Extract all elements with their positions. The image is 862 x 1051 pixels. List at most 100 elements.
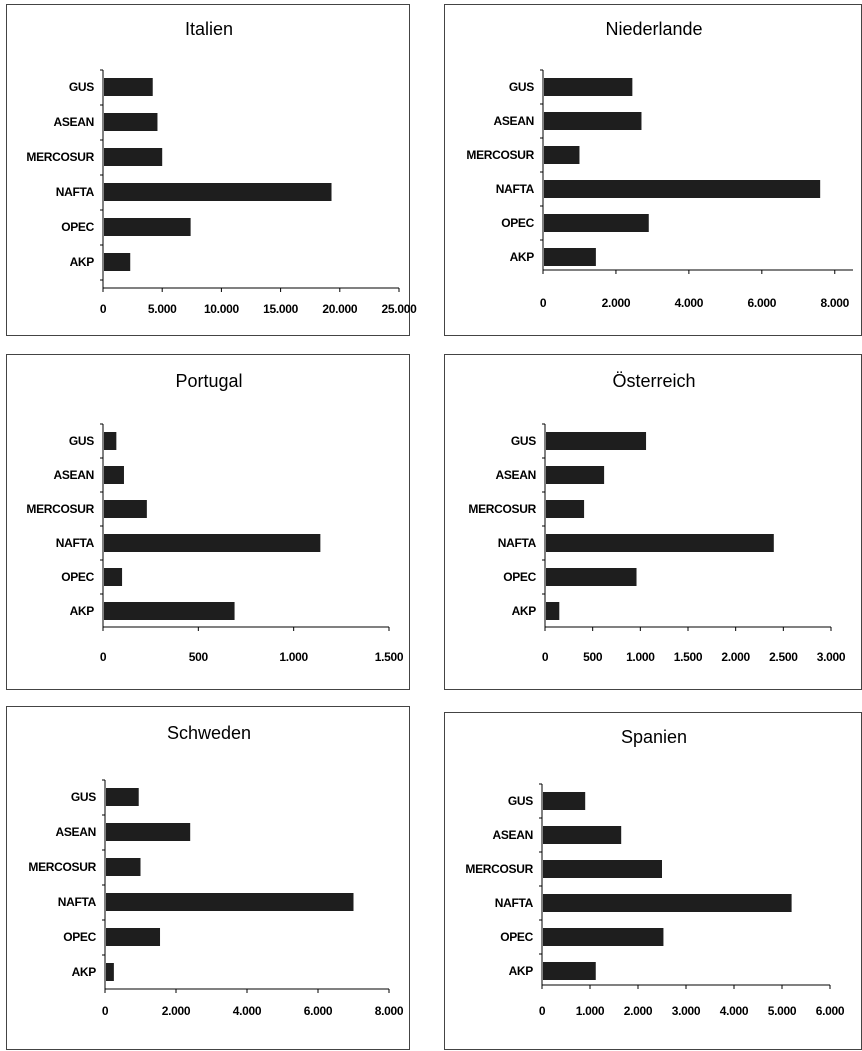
bar-akp bbox=[543, 962, 596, 980]
category-label: ASEAN bbox=[495, 468, 536, 482]
category-label: AKP bbox=[72, 965, 97, 979]
x-tick-label: 2.000 bbox=[162, 1004, 191, 1018]
bar-asean bbox=[546, 466, 605, 484]
bar-nafta bbox=[543, 894, 792, 912]
x-tick-label: 1.500 bbox=[375, 650, 404, 664]
chart-panel-niederlande: Niederlande GUS ASEAN MERCOSUR NAFTA OPEC AKP 0… bbox=[444, 4, 862, 336]
x-tick-label: 15.000 bbox=[263, 302, 299, 316]
category-label: NAFTA bbox=[56, 185, 95, 199]
bar-nafta bbox=[546, 534, 774, 552]
bar-opec bbox=[543, 928, 664, 946]
bar-asean bbox=[104, 113, 158, 131]
bar-gus bbox=[106, 788, 139, 806]
bar-mercosur bbox=[546, 500, 585, 518]
category-label: OPEC bbox=[501, 216, 534, 230]
category-label: ASEAN bbox=[53, 468, 94, 482]
x-tick-label: 1.500 bbox=[674, 650, 703, 664]
x-tick-label: 6.000 bbox=[816, 1004, 845, 1018]
bar-mercosur bbox=[104, 148, 163, 166]
bar-opec bbox=[106, 928, 161, 946]
category-label: AKP bbox=[70, 604, 95, 618]
bar-opec bbox=[546, 568, 637, 586]
x-tick-label: 1.000 bbox=[576, 1004, 605, 1018]
bar-chart-svg: Schweden GUS ASEAN MERCOSUR NAFTA OPEC AKP 0 2.0… bbox=[28, 723, 404, 1018]
bar-asean bbox=[544, 112, 642, 130]
x-tick-label: 500 bbox=[189, 650, 209, 664]
bar-opec bbox=[544, 214, 649, 232]
category-label: AKP bbox=[512, 604, 537, 618]
x-tick-label: 5.000 bbox=[768, 1004, 797, 1018]
chart-panel-portugal: Portugal GUS ASEAN MERCOSUR NAFTA OPEC AKP 0 500… bbox=[6, 354, 410, 690]
chart-panel-italien: Italien GUS ASEAN MERCOSUR NAFTA OPEC AKP 0 5.00… bbox=[6, 4, 417, 336]
x-tick-label: 500 bbox=[583, 650, 603, 664]
category-label: GUS bbox=[509, 80, 534, 94]
bar-chart-svg: Portugal GUS ASEAN MERCOSUR NAFTA OPEC AKP 0 500… bbox=[26, 371, 404, 664]
bar-gus bbox=[544, 78, 633, 96]
bar-gus bbox=[104, 78, 153, 96]
bar-mercosur bbox=[104, 500, 147, 518]
chart-title: Italien bbox=[185, 19, 233, 39]
x-tick-label: 0 bbox=[539, 1004, 546, 1018]
bar-nafta bbox=[104, 534, 321, 552]
category-label: ASEAN bbox=[492, 828, 533, 842]
bar-nafta bbox=[544, 180, 821, 198]
x-tick-label: 6.000 bbox=[304, 1004, 333, 1018]
category-label: MERCOSUR bbox=[466, 148, 534, 162]
bar-asean bbox=[106, 823, 191, 841]
chart-title: Niederlande bbox=[605, 19, 702, 39]
category-label: NAFTA bbox=[498, 536, 537, 550]
category-label: MERCOSUR bbox=[465, 862, 533, 876]
bar-mercosur bbox=[106, 858, 141, 876]
chart-title: Schweden bbox=[167, 723, 251, 743]
x-tick-label: 4.000 bbox=[675, 296, 704, 310]
category-label: NAFTA bbox=[495, 896, 534, 910]
category-label: GUS bbox=[71, 790, 96, 804]
bar-mercosur bbox=[543, 860, 662, 878]
chart-title: Österreich bbox=[612, 371, 695, 391]
x-tick-label: 4.000 bbox=[233, 1004, 262, 1018]
bar-asean bbox=[543, 826, 622, 844]
category-label: GUS bbox=[511, 434, 536, 448]
bar-asean bbox=[104, 466, 124, 484]
category-label: OPEC bbox=[61, 220, 94, 234]
category-label: ASEAN bbox=[55, 825, 96, 839]
category-label: GUS bbox=[508, 794, 533, 808]
category-label: ASEAN bbox=[493, 114, 534, 128]
x-tick-label: 4.000 bbox=[720, 1004, 749, 1018]
x-tick-label: 20.000 bbox=[322, 302, 358, 316]
category-label: MERCOSUR bbox=[26, 150, 94, 164]
category-label: NAFTA bbox=[496, 182, 535, 196]
bar-nafta bbox=[106, 893, 354, 911]
bar-gus bbox=[543, 792, 586, 810]
x-tick-label: 8.000 bbox=[820, 296, 849, 310]
chart-title: Spanien bbox=[621, 727, 687, 747]
x-tick-label: 0 bbox=[100, 302, 107, 316]
category-label: GUS bbox=[69, 80, 94, 94]
bar-akp bbox=[106, 963, 114, 981]
category-label: MERCOSUR bbox=[468, 502, 536, 516]
x-tick-label: 2.000 bbox=[602, 296, 631, 310]
category-label: NAFTA bbox=[58, 895, 97, 909]
bar-akp bbox=[546, 602, 560, 620]
x-tick-label: 10.000 bbox=[204, 302, 240, 316]
category-label: ASEAN bbox=[53, 115, 94, 129]
bar-chart-svg: Österreich GUS ASEAN MERCOSUR NAFTA OPEC AKP 0 5… bbox=[468, 371, 846, 664]
x-tick-label: 3.000 bbox=[672, 1004, 701, 1018]
category-label: OPEC bbox=[500, 930, 533, 944]
category-label: AKP bbox=[70, 255, 95, 269]
x-tick-label: 0 bbox=[542, 650, 549, 664]
bar-chart-svg: Spanien GUS ASEAN MERCOSUR NAFTA OPEC AKP 0 1.00… bbox=[465, 727, 845, 1018]
bar-akp bbox=[104, 602, 235, 620]
x-tick-label: 2.000 bbox=[721, 650, 750, 664]
chart-panel-oesterreich: Österreich GUS ASEAN MERCOSUR NAFTA OPEC AKP 0 5… bbox=[444, 354, 862, 690]
bar-akp bbox=[544, 248, 596, 266]
x-tick-label: 1.000 bbox=[626, 650, 655, 664]
x-tick-label: 2.000 bbox=[624, 1004, 653, 1018]
category-label: AKP bbox=[509, 964, 534, 978]
bar-opec bbox=[104, 218, 191, 236]
bar-mercosur bbox=[544, 146, 580, 164]
bar-akp bbox=[104, 253, 131, 271]
category-label: OPEC bbox=[61, 570, 94, 584]
x-tick-label: 8.000 bbox=[375, 1004, 404, 1018]
bar-nafta bbox=[104, 183, 332, 201]
